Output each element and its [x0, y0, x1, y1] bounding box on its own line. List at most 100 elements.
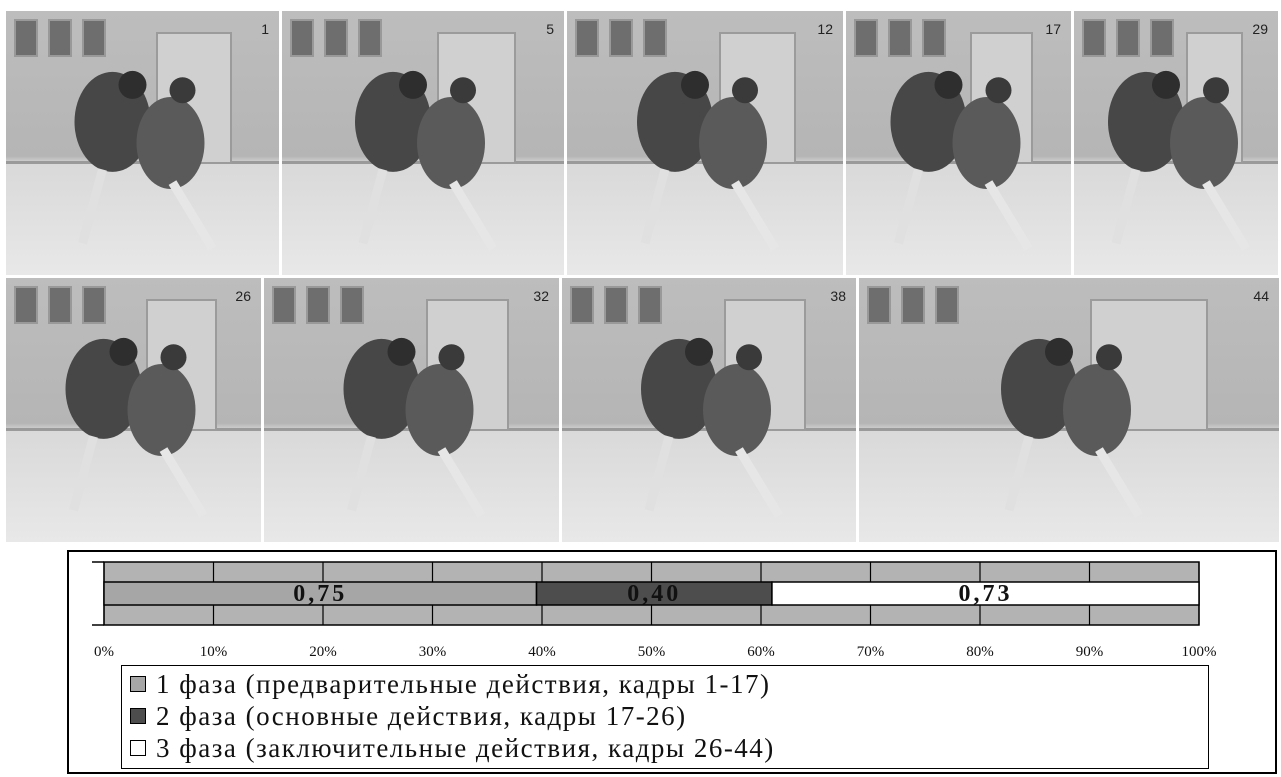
wrestler-body [136, 97, 205, 189]
wrestler-leg [358, 168, 388, 245]
wrestler-leg [1004, 435, 1034, 512]
wrestler-head [450, 77, 476, 104]
frame-number: 12 [817, 21, 833, 37]
wrestler-head [685, 337, 713, 366]
phase-chart: 0,75 0,40 0,73 0% 10% 20% 30% 40% 50% 60% 70% 80% 90… [67, 550, 1277, 774]
frame-number: 5 [546, 21, 554, 37]
wrestler-leg [1202, 180, 1250, 251]
wrestler-head [109, 337, 138, 366]
wall-poster [867, 285, 891, 324]
x-tick-label: 0% [94, 644, 114, 660]
video-frame: 12 [567, 11, 843, 275]
wrestler-head [681, 70, 709, 99]
wrestler-body [417, 97, 485, 189]
wrestler-head [387, 337, 416, 366]
wrestler-body [699, 97, 767, 189]
wrestler-head [985, 77, 1012, 104]
wrestler-body [703, 364, 771, 456]
wall-poster [48, 18, 72, 57]
wrestlers-figure [1001, 337, 1143, 518]
legend-item-phase-1: 1 фаза (предварительные действия, кадры … [130, 668, 1208, 700]
wall-poster [306, 285, 330, 324]
wrestler-leg [69, 435, 98, 512]
wall-poster [1150, 18, 1174, 57]
wall-poster [643, 18, 667, 57]
wall-poster [935, 285, 959, 324]
wrestlers-figure [65, 337, 208, 518]
video-frame: 5 [282, 11, 564, 275]
wall-poster [82, 18, 106, 57]
phase-bar-chart: 0,75 0,40 0,73 0% 10% 20% 30% 40% 50% 60% 70% 80% 90… [92, 561, 1217, 660]
video-frame: 1 [6, 11, 279, 275]
frame-row-top: 1 5 12 17 29 [6, 11, 1278, 275]
wall-poster [358, 18, 382, 57]
wrestlers-figure [1108, 70, 1250, 251]
x-tick-label: 40% [528, 644, 556, 660]
wrestlers-figure [74, 70, 217, 251]
x-tick-label: 80% [966, 644, 994, 660]
wrestler-head [934, 70, 963, 99]
wall-poster [922, 18, 946, 57]
video-frame: 26 [6, 278, 261, 542]
x-tick-label: 20% [309, 644, 337, 660]
wrestlers-figure [355, 70, 497, 251]
x-tick-label: 90% [1076, 644, 1104, 660]
frame-number: 17 [1045, 21, 1061, 37]
frame-number: 32 [533, 288, 549, 304]
wrestler-leg [640, 168, 670, 245]
wrestler-head [399, 70, 427, 99]
wrestler-head [169, 77, 196, 104]
bar-segment-phase-3 [771, 581, 1200, 606]
wrestler-body [405, 364, 474, 456]
frame-sequence: 1 5 12 17 29 26 32 38 44 [6, 11, 1279, 542]
wrestler-leg [731, 180, 779, 251]
frame-number: 1 [261, 21, 269, 37]
wall-poster [324, 18, 348, 57]
video-frame: 32 [264, 278, 559, 542]
wall-poster [638, 285, 662, 324]
frame-row-bottom: 26 32 38 44 [6, 278, 1279, 542]
wrestler-leg [644, 435, 674, 512]
legend-label-phase-1: 1 фаза (предварительные действия, кадры … [156, 668, 771, 699]
data-label-phase-2: 0,40 [627, 581, 681, 607]
wrestler-leg [1111, 168, 1141, 245]
legend-swatch-phase-2 [130, 708, 146, 724]
legend-item-phase-3: 3 фаза (заключительные действия, кадры 2… [130, 732, 1208, 764]
wrestler-body [952, 97, 1021, 189]
x-tick-label: 60% [747, 644, 775, 660]
wall-poster [604, 285, 628, 324]
wall-poster [272, 285, 296, 324]
frame-number: 44 [1253, 288, 1269, 304]
legend-label-phase-3: 3 фаза (заключительные действия, кадры 2… [156, 732, 775, 763]
video-frame: 17 [846, 11, 1071, 275]
wrestler-leg [168, 180, 217, 251]
wrestler-leg [437, 447, 486, 518]
wall-poster [570, 285, 594, 324]
wrestlers-figure [343, 337, 486, 518]
frame-number: 29 [1252, 21, 1268, 37]
wall-poster [1082, 18, 1106, 57]
wrestler-leg [1095, 447, 1143, 518]
legend-swatch-phase-1 [130, 676, 146, 692]
x-tick-label: 70% [857, 644, 885, 660]
wrestler-head [438, 344, 465, 371]
wrestler-head [1203, 77, 1229, 104]
wall-poster [290, 18, 314, 57]
x-tick-label: 10% [200, 644, 228, 660]
wall-poster [14, 18, 38, 57]
wall-poster [901, 285, 925, 324]
wrestler-leg [984, 180, 1033, 251]
wall-poster [1116, 18, 1140, 57]
wrestler-leg [78, 168, 107, 245]
wrestlers-figure [890, 70, 1033, 251]
video-frame: 44 [859, 278, 1279, 542]
data-label-phase-1: 0,75 [293, 581, 347, 607]
wrestler-leg [347, 435, 376, 512]
wrestler-head [118, 70, 147, 99]
x-tick-label: 50% [638, 644, 666, 660]
video-frame: 38 [562, 278, 856, 542]
x-tick-label: 100% [1182, 644, 1217, 660]
frame-number: 26 [235, 288, 251, 304]
wall-poster [609, 18, 633, 57]
wall-poster [14, 285, 38, 324]
